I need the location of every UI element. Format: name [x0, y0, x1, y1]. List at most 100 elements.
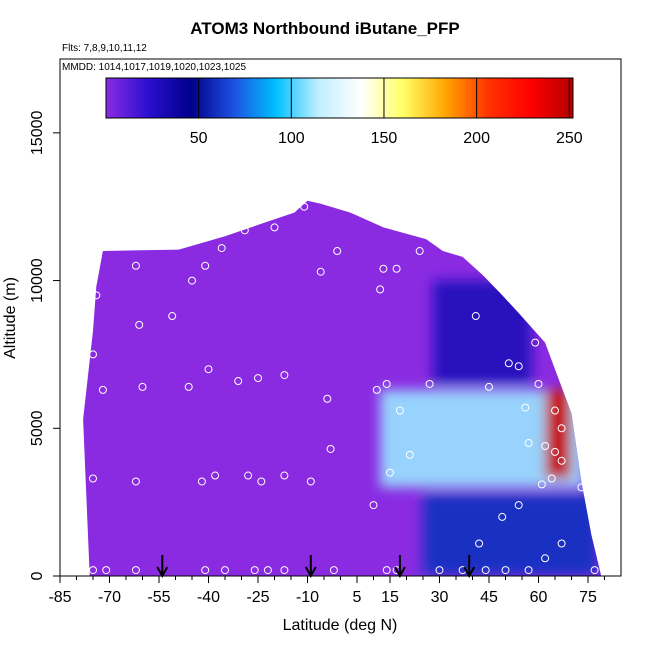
sample-point — [188, 276, 196, 285]
sample-point — [326, 444, 335, 453]
x-tick-label: -10 — [296, 589, 319, 606]
sample-point — [131, 566, 140, 575]
sample-point — [475, 539, 484, 548]
y-tick-label: 15000 — [29, 111, 46, 156]
sample-point — [89, 350, 97, 359]
sample-point — [438, 235, 447, 244]
y-axis-label: Altitude (m) — [2, 277, 19, 359]
sample-point — [551, 406, 559, 415]
sample-point — [541, 442, 550, 451]
sample-point — [263, 566, 272, 575]
colorbar-tick-label: 250 — [556, 130, 583, 147]
y-axis: 0 5000 10000 15000 — [29, 111, 60, 580]
sample-point — [376, 285, 385, 294]
x-tick-label: -70 — [98, 589, 121, 606]
colorbar-tick-label: 100 — [278, 130, 305, 147]
sample-point — [560, 371, 569, 380]
heatmap-plumes — [380, 280, 598, 576]
x-tick-label: 5 — [353, 589, 362, 606]
sample-point — [92, 291, 101, 300]
sample-point — [524, 439, 533, 448]
sample-point — [590, 566, 599, 575]
heatmap-plume — [423, 493, 598, 576]
sample-point — [504, 359, 513, 368]
heatmap-plume — [432, 280, 532, 384]
heatmap-plume — [545, 389, 572, 479]
sample-point — [240, 226, 249, 235]
sample-point — [521, 403, 530, 412]
sample-point — [211, 471, 220, 480]
sample-point — [405, 450, 414, 459]
sample-point — [382, 379, 391, 388]
colorbar-swatch — [105, 77, 574, 119]
sample-point — [485, 382, 493, 391]
sample-point — [201, 566, 210, 575]
y-tick-label: 10000 — [29, 258, 46, 303]
sample-point — [184, 382, 193, 391]
sample-point — [306, 477, 315, 486]
sample-point — [382, 566, 391, 575]
x-tick-label: 60 — [530, 589, 548, 606]
sample-point — [102, 566, 111, 575]
sample-point — [395, 406, 404, 415]
sample-point — [415, 247, 424, 256]
sample-point — [534, 379, 543, 388]
x-tick-label: -25 — [246, 589, 269, 606]
sample-point — [257, 477, 266, 486]
chart-title: ATOM3 Northbound iButane_PFP — [190, 19, 459, 38]
sample-point — [531, 338, 540, 347]
sample-point — [131, 477, 140, 486]
sample-point — [250, 566, 259, 575]
sample-point — [270, 223, 279, 232]
sample-point — [369, 501, 378, 510]
sample-point — [557, 424, 566, 433]
sample-point — [221, 566, 229, 575]
x-tick-label: 45 — [480, 589, 498, 606]
sample-point — [89, 474, 97, 483]
sample-point — [217, 244, 226, 253]
sample-point — [280, 371, 289, 380]
sample-point — [557, 456, 566, 465]
sample-point — [435, 566, 444, 575]
colorbar-tick-label: 200 — [463, 130, 490, 147]
sample-point — [98, 385, 107, 394]
sample-point — [425, 379, 434, 388]
sample-point — [197, 477, 206, 486]
sample-point — [551, 447, 559, 456]
x-tick-label: 75 — [579, 589, 597, 606]
sample-point — [514, 362, 523, 371]
colorbar-tick-label: 50 — [190, 130, 208, 147]
sample-point — [138, 382, 147, 391]
sample-point — [329, 566, 338, 575]
sample-point — [135, 320, 144, 329]
x-axis: -85 -70 -55 -40 -25 -10 5 15 30 45 60 75 — [48, 576, 605, 606]
sample-point — [501, 566, 510, 575]
colorbar: 50 100 150 200 250 — [105, 77, 583, 147]
sample-point — [547, 474, 556, 483]
x-axis-label: Latitude (deg N) — [283, 617, 398, 634]
sample-point — [254, 374, 262, 383]
sample-point — [537, 480, 546, 489]
sample-point — [481, 566, 490, 575]
heatmap-field — [83, 200, 602, 576]
sample-point — [234, 377, 243, 386]
sample-point — [131, 261, 140, 270]
x-tick-label: 15 — [381, 589, 399, 606]
sample-point — [524, 566, 533, 575]
x-tick-label: -55 — [147, 589, 170, 606]
sample-point — [72, 415, 81, 424]
x-tick-label: -85 — [48, 589, 71, 606]
y-tick-label: 5000 — [29, 410, 46, 446]
sample-point — [280, 566, 289, 575]
sample-point — [323, 394, 332, 403]
sample-point — [372, 385, 381, 394]
sample-point — [204, 365, 213, 374]
sample-point — [168, 312, 177, 321]
sample-point — [300, 202, 309, 211]
sample-point — [386, 468, 394, 477]
colorbar-ticks: 50 100 150 200 250 — [190, 78, 583, 147]
sample-point — [280, 471, 289, 480]
sample-point — [471, 312, 480, 321]
sample-point — [514, 501, 523, 510]
